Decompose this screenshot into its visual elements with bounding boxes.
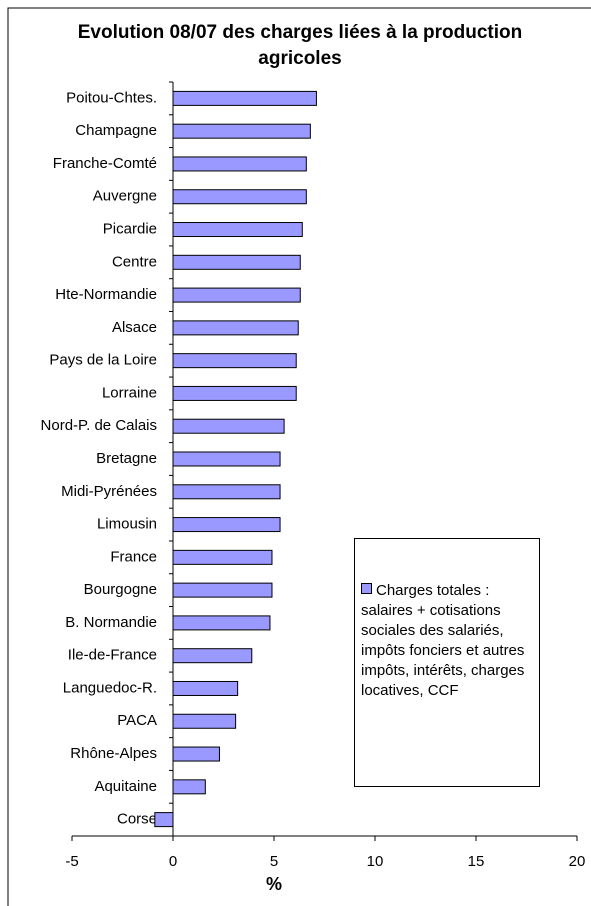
bar xyxy=(172,484,281,500)
bar xyxy=(172,156,307,172)
y-tick-label: Corse xyxy=(117,811,157,828)
y-tick-label: France xyxy=(110,548,157,565)
y-tick-label: Picardie xyxy=(103,220,157,237)
bar xyxy=(172,746,220,762)
y-tick-label: Champagne xyxy=(75,122,157,139)
y-tick-label: Bretagne xyxy=(96,450,157,467)
chart-border xyxy=(7,7,591,906)
x-tick-label: 0 xyxy=(169,853,177,870)
x-tick-label: 5 xyxy=(270,853,278,870)
y-tick-label: Rhône-Alpes xyxy=(70,745,157,762)
legend: Charges totales : salaires + cotisations… xyxy=(354,538,540,787)
bar xyxy=(172,779,206,795)
y-tick-label: Languedoc-R. xyxy=(63,679,157,696)
bar xyxy=(172,353,297,369)
y-tick-label: Nord-P. de Calais xyxy=(41,417,157,434)
y-tick-label: Hte-Normandie xyxy=(55,286,157,303)
bar xyxy=(172,549,273,565)
y-tick-label: Pays de la Loire xyxy=(49,352,157,369)
x-tick-label: 15 xyxy=(468,853,485,870)
x-axis-label: % xyxy=(266,874,282,894)
bar xyxy=(172,418,285,434)
y-tick-label: Auvergne xyxy=(93,188,157,205)
chart-title: Evolution 08/07 des charges liées à la p… xyxy=(77,22,523,69)
bar xyxy=(154,812,174,828)
bar xyxy=(172,189,307,205)
bar xyxy=(172,123,311,139)
legend-swatch xyxy=(361,583,372,594)
bar xyxy=(172,385,297,401)
y-tick-label: Centre xyxy=(112,253,157,270)
bar xyxy=(172,254,301,270)
bar xyxy=(172,680,239,696)
y-tick-label: Lorraine xyxy=(102,384,157,401)
y-tick-label: B. Normandie xyxy=(65,614,157,631)
bar xyxy=(172,615,271,631)
y-tick-label: Limousin xyxy=(97,516,157,533)
y-tick-label: Bourgogne xyxy=(84,581,157,598)
bar xyxy=(172,320,299,336)
y-tick-label: PACA xyxy=(117,712,157,729)
legend-label: Charges totales : salaires + cotisations… xyxy=(361,582,525,699)
y-tick-label: Alsace xyxy=(112,319,157,336)
bar xyxy=(172,451,281,467)
bar xyxy=(172,517,281,533)
bar xyxy=(172,90,317,106)
bar xyxy=(172,222,303,238)
bar xyxy=(172,287,301,303)
bar xyxy=(172,713,237,729)
y-tick-label: Ile-de-France xyxy=(68,647,157,664)
x-tick-label: 20 xyxy=(569,853,586,870)
y-tick-label: Poitou-Chtes. xyxy=(66,89,157,106)
bar xyxy=(172,582,273,598)
x-tick-label: 10 xyxy=(367,853,384,870)
bar xyxy=(172,648,253,664)
y-tick-label: Midi-Pyrénées xyxy=(61,483,157,500)
y-tick-label: Franche-Comté xyxy=(53,155,157,172)
y-tick-label: Aquitaine xyxy=(94,778,157,795)
x-tick-label: -5 xyxy=(65,853,78,870)
